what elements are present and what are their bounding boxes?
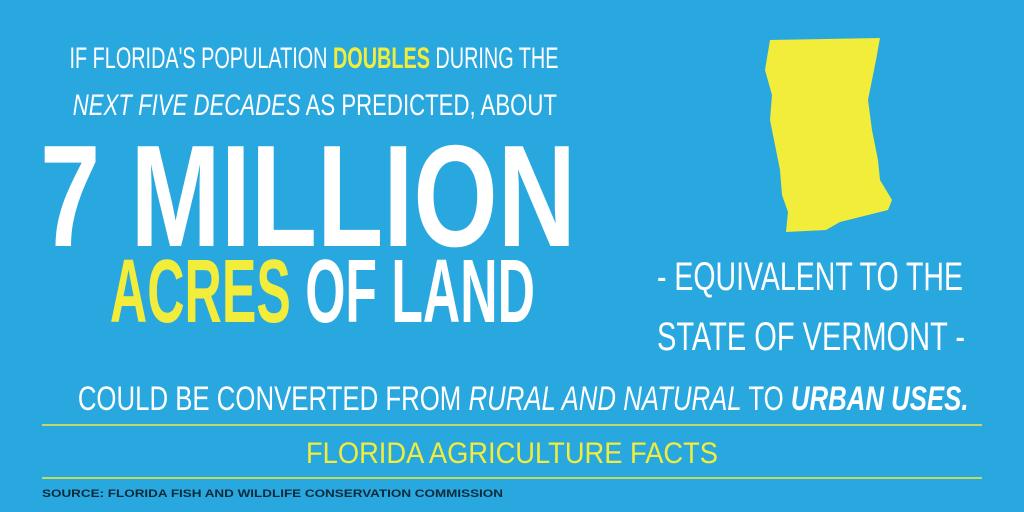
brand: FLORIDA AGRICULTURE FACTS bbox=[306, 437, 718, 470]
text-segment: DURING THE bbox=[430, 42, 559, 75]
text-segment: AS PREDICTED, ABOUT bbox=[301, 89, 557, 122]
conclusion: COULD BE CONVERTED FROM RURAL AND NATURA… bbox=[42, 380, 990, 418]
headline-line: ACRES OF LAND bbox=[40, 242, 578, 342]
highlight: ACRES bbox=[110, 242, 291, 342]
emphasis: URBAN USES. bbox=[791, 380, 969, 418]
emphasis: RURAL AND NATURAL bbox=[468, 380, 741, 418]
aside-line: - EQUIVALENT TO THE bbox=[657, 255, 963, 299]
text-segment: COULD BE CONVERTED FROM bbox=[78, 380, 469, 418]
text-segment: OF LAND bbox=[291, 242, 535, 342]
highlight: DOUBLES bbox=[333, 42, 430, 75]
emphasis: NEXT FIVE DECADES bbox=[73, 89, 301, 122]
vermont-map bbox=[765, 38, 892, 232]
source: SOURCE: FLORIDA FISH AND WILDLIFE CONSER… bbox=[42, 488, 503, 500]
headline-line: IF FLORIDA'S POPULATION DOUBLES DURING T… bbox=[42, 42, 575, 75]
text-segment: TO bbox=[742, 380, 791, 418]
aside-line: STATE OF VERMONT - bbox=[657, 315, 965, 359]
headline-line: NEXT FIVE DECADES AS PREDICTED, ABOUT bbox=[42, 89, 575, 122]
big-number: 7 MILLION bbox=[40, 115, 576, 277]
text-segment: IF FLORIDA'S POPULATION bbox=[70, 42, 333, 75]
